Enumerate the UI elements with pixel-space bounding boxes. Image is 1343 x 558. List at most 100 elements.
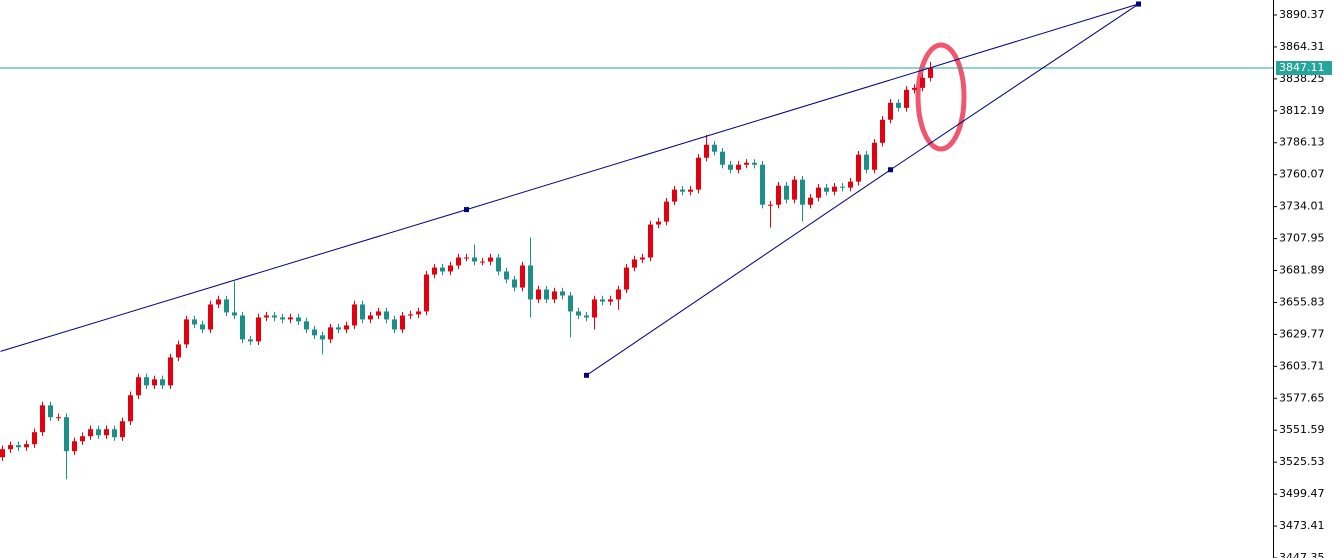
candle-body — [328, 327, 333, 340]
candle-body — [232, 312, 237, 316]
trendline-anchor — [584, 372, 589, 378]
candle-body — [256, 317, 261, 342]
y-tick-label: 3786.13 — [1279, 136, 1325, 149]
candle-body — [496, 257, 501, 272]
y-tick-label: 3577.65 — [1279, 391, 1325, 404]
candle-body — [184, 319, 189, 345]
candle-body — [768, 204, 773, 206]
candle-body — [104, 429, 109, 436]
candle-body — [416, 311, 421, 315]
candle-body — [448, 265, 453, 272]
candle-body — [176, 344, 181, 358]
candle-body — [520, 265, 525, 288]
y-tick-label: 3655.83 — [1279, 295, 1325, 308]
candle-body — [896, 102, 901, 108]
y-tick-label: 3525.53 — [1279, 455, 1325, 468]
candle-body — [352, 304, 357, 326]
candle-body — [288, 317, 293, 320]
candle-body — [456, 257, 461, 266]
y-tick-label: 3499.47 — [1279, 487, 1325, 500]
candle-body — [816, 187, 821, 198]
candle-body — [704, 144, 709, 158]
trendline-anchor — [1136, 1, 1141, 7]
y-tick-label: 3629.77 — [1279, 327, 1325, 340]
candle-body — [672, 189, 677, 202]
candle-body — [48, 405, 53, 418]
candle-body — [576, 311, 581, 316]
candle-body — [344, 325, 349, 330]
y-tick-label: 3473.41 — [1279, 519, 1325, 532]
candle-body — [680, 189, 685, 192]
candle-body — [872, 142, 877, 170]
candle-body — [368, 315, 373, 320]
candle-body — [856, 154, 861, 182]
candle-body — [640, 257, 645, 260]
y-tick-label: 3681.89 — [1279, 264, 1325, 277]
candle-body — [136, 377, 141, 396]
candle-body — [120, 421, 125, 438]
candle-body — [112, 429, 117, 438]
candle-body — [312, 329, 317, 336]
candle-body — [720, 151, 725, 165]
candle-body — [912, 87, 917, 90]
candle-body — [632, 259, 637, 268]
candle-body — [616, 289, 621, 300]
candle-body — [536, 289, 541, 300]
candle-body — [8, 445, 13, 450]
candle-body — [552, 291, 557, 300]
candle-body — [304, 321, 309, 330]
candle-body — [24, 444, 29, 448]
candle-body — [848, 181, 853, 188]
candle-body — [64, 417, 69, 452]
candle-body — [648, 224, 653, 258]
highlight-ellipse — [915, 42, 967, 152]
candle-body — [320, 335, 325, 340]
candle-body — [152, 379, 157, 386]
candle-body — [560, 291, 565, 296]
candle-body — [128, 395, 133, 422]
candle-body — [384, 311, 389, 320]
candle-body — [144, 377, 149, 386]
candle-body — [784, 185, 789, 200]
candle-body — [72, 441, 77, 452]
candle-body — [408, 314, 413, 316]
candle-body — [744, 162, 749, 165]
candle-body — [728, 164, 733, 170]
candle-body — [96, 429, 101, 436]
candle-body — [840, 186, 845, 188]
candle-body — [864, 154, 869, 170]
candle-body — [32, 432, 37, 445]
candle-body — [16, 445, 21, 448]
candle-body — [240, 315, 245, 340]
candle-body — [464, 257, 469, 259]
y-tick-label: 3707.95 — [1279, 232, 1325, 245]
candle-body — [336, 327, 341, 330]
candle-body — [696, 157, 701, 190]
candle-body — [664, 201, 669, 222]
candle-body — [888, 102, 893, 120]
candle-body — [400, 315, 405, 330]
candle-body — [624, 267, 629, 290]
y-tick-label: 3812.19 — [1279, 104, 1325, 117]
candle-body — [40, 405, 45, 433]
candle-body — [424, 274, 429, 312]
y-tick-label: 3551.59 — [1279, 423, 1325, 436]
candle-body — [608, 299, 613, 302]
candle-body — [792, 179, 797, 200]
candle-body — [528, 265, 533, 300]
candle-body — [248, 339, 253, 342]
candle-body — [432, 267, 437, 275]
current-price-label: 3847.11 — [1279, 61, 1325, 74]
y-tick-label: 3890.37 — [1279, 8, 1325, 21]
candle-body — [392, 319, 397, 330]
candle-body — [504, 271, 509, 280]
candle-body — [360, 304, 365, 320]
candle-body — [736, 164, 741, 170]
candle-body — [712, 144, 717, 152]
candle-body — [80, 436, 85, 442]
y-tick-label: 3603.71 — [1279, 359, 1325, 372]
candle-body — [272, 315, 277, 318]
candle-body — [800, 179, 805, 205]
candle-body — [832, 186, 837, 192]
